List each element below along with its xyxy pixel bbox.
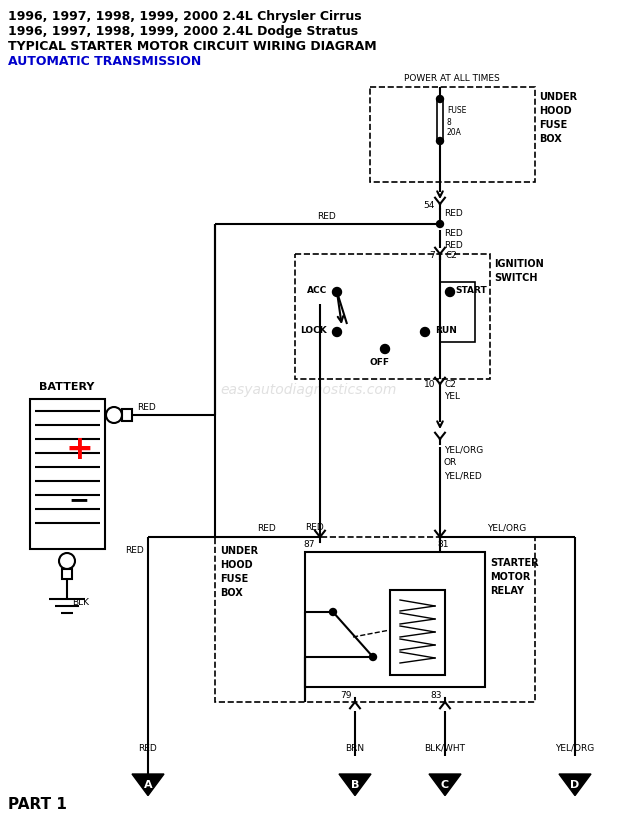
Text: RED: RED xyxy=(306,523,324,532)
Text: YEL/RED: YEL/RED xyxy=(444,471,482,480)
Text: IGNITION: IGNITION xyxy=(494,259,544,269)
Circle shape xyxy=(329,609,336,616)
Text: RED: RED xyxy=(258,523,276,532)
Text: 1996, 1997, 1998, 1999, 2000 2.4L Dodge Stratus: 1996, 1997, 1998, 1999, 2000 2.4L Dodge … xyxy=(8,25,358,38)
Text: ACC: ACC xyxy=(307,286,327,295)
Bar xyxy=(390,590,445,675)
Text: FUSE: FUSE xyxy=(447,106,467,115)
Circle shape xyxy=(436,97,444,103)
Bar xyxy=(437,100,443,142)
Text: 7: 7 xyxy=(430,250,435,259)
Text: +: + xyxy=(65,433,93,466)
Text: POWER AT ALL TIMES: POWER AT ALL TIMES xyxy=(404,74,500,83)
Polygon shape xyxy=(132,774,164,795)
Text: FUSE: FUSE xyxy=(220,573,248,583)
Text: 54: 54 xyxy=(423,201,435,209)
Text: YEL/ORG: YEL/ORG xyxy=(444,445,483,454)
Text: 83: 83 xyxy=(431,690,442,699)
Text: PART 1: PART 1 xyxy=(8,796,67,811)
Text: MOTOR: MOTOR xyxy=(490,572,530,581)
Text: BLK/WHT: BLK/WHT xyxy=(425,743,465,752)
Text: STARTER: STARTER xyxy=(490,557,539,568)
Text: easyautodiagnostics.com: easyautodiagnostics.com xyxy=(221,382,397,396)
Circle shape xyxy=(381,345,389,354)
Bar xyxy=(295,255,490,379)
Text: C2: C2 xyxy=(445,380,457,389)
Text: YEL: YEL xyxy=(444,392,460,401)
Bar xyxy=(62,569,72,579)
Text: SWITCH: SWITCH xyxy=(494,273,538,283)
Text: BRN: BRN xyxy=(345,743,365,752)
Circle shape xyxy=(370,654,376,661)
Text: RED: RED xyxy=(444,229,463,238)
Text: 8: 8 xyxy=(447,118,452,127)
Bar xyxy=(30,400,105,550)
Text: 10: 10 xyxy=(423,380,435,389)
Text: YEL/ORG: YEL/ORG xyxy=(488,523,527,532)
Bar xyxy=(215,537,535,702)
Circle shape xyxy=(420,328,430,337)
Circle shape xyxy=(436,138,444,145)
Bar xyxy=(440,283,475,342)
Text: A: A xyxy=(144,779,152,789)
Text: BOX: BOX xyxy=(539,133,562,144)
Text: OR: OR xyxy=(444,458,457,467)
Text: START: START xyxy=(455,286,487,295)
Bar xyxy=(305,552,485,687)
Text: 1996, 1997, 1998, 1999, 2000 2.4L Chrysler Cirrus: 1996, 1997, 1998, 1999, 2000 2.4L Chrysl… xyxy=(8,10,362,23)
Text: 81: 81 xyxy=(437,540,449,549)
Text: −: − xyxy=(69,487,90,511)
Text: C2: C2 xyxy=(446,250,458,259)
Text: B: B xyxy=(351,779,359,789)
Text: AUTOMATIC TRANSMISSION: AUTOMATIC TRANSMISSION xyxy=(8,55,201,68)
Text: BOX: BOX xyxy=(220,587,243,597)
Bar xyxy=(370,88,535,183)
Text: BATTERY: BATTERY xyxy=(40,382,95,391)
Polygon shape xyxy=(339,774,371,795)
Text: YEL/ORG: YEL/ORG xyxy=(556,743,595,752)
Text: 20A: 20A xyxy=(447,128,462,137)
Circle shape xyxy=(436,221,444,229)
Text: RED: RED xyxy=(444,240,463,249)
Text: RED: RED xyxy=(444,208,463,217)
Polygon shape xyxy=(429,774,461,795)
Text: RUN: RUN xyxy=(435,326,457,335)
Text: HOOD: HOOD xyxy=(539,106,572,115)
Text: TYPICAL STARTER MOTOR CIRCUIT WIRING DIAGRAM: TYPICAL STARTER MOTOR CIRCUIT WIRING DIA… xyxy=(8,40,376,53)
Text: HOOD: HOOD xyxy=(220,559,253,569)
Polygon shape xyxy=(559,774,591,795)
Text: D: D xyxy=(570,779,580,789)
Circle shape xyxy=(446,288,454,297)
Text: 79: 79 xyxy=(341,690,352,699)
Text: UNDER: UNDER xyxy=(539,92,577,102)
Text: RELAY: RELAY xyxy=(490,586,524,595)
Text: FUSE: FUSE xyxy=(539,120,567,130)
Text: LOCK: LOCK xyxy=(300,326,327,335)
Text: OFF: OFF xyxy=(370,358,390,367)
Text: 87: 87 xyxy=(303,540,315,549)
Text: UNDER: UNDER xyxy=(220,545,258,555)
Bar xyxy=(122,410,132,422)
Text: RED: RED xyxy=(125,545,144,554)
Text: C: C xyxy=(441,779,449,789)
Circle shape xyxy=(332,328,342,337)
Text: RED: RED xyxy=(318,212,336,221)
Circle shape xyxy=(332,288,342,297)
Text: RED: RED xyxy=(138,743,158,752)
Text: RED: RED xyxy=(137,402,156,411)
Text: BLK: BLK xyxy=(72,598,89,607)
